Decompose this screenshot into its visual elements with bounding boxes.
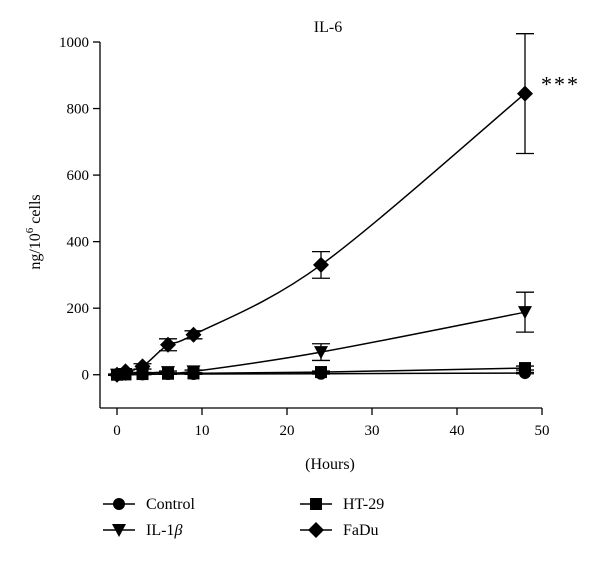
legend-item-control: Control xyxy=(103,496,195,513)
legend-label-fadu: FaDu xyxy=(343,522,379,539)
data-point-fadu xyxy=(185,326,202,343)
series-line-fadu xyxy=(116,92,526,376)
y-axis-label-prefix: ng/10 xyxy=(27,233,44,269)
y-tick-label: 400 xyxy=(67,235,90,251)
legend-label-il1b-prefix: IL-1 xyxy=(146,522,174,539)
data-point-il1b xyxy=(186,365,201,379)
legend-marker-circle xyxy=(113,498,125,510)
y-tick-label: 600 xyxy=(67,168,90,184)
legend-label-il1b-greek: β xyxy=(173,522,182,539)
data-point-fadu xyxy=(313,256,329,273)
legend-marker-square xyxy=(310,498,322,510)
legend-label-ht29: HT-29 xyxy=(343,496,384,513)
data-point-ht29 xyxy=(519,362,531,375)
data-point-il1b xyxy=(518,306,532,320)
axes: 0 200 400 600 800 1000 0 10 20 30 40 50 xyxy=(59,35,550,439)
x-tick-label: 10 xyxy=(195,423,210,439)
data-point-fadu xyxy=(160,336,176,353)
x-tick-label: 30 xyxy=(365,423,380,439)
y-tick-label: 0 xyxy=(82,368,90,384)
y-axis-label-suffix: cells xyxy=(27,194,44,227)
x-ticks: 0 10 20 30 40 50 xyxy=(113,408,550,439)
x-tick-label: 50 xyxy=(535,423,550,439)
series-layer xyxy=(108,33,534,383)
data-point-fadu xyxy=(517,85,533,102)
data-point-fadu xyxy=(117,363,134,380)
legend-label-il1b: IL-1β xyxy=(146,522,182,539)
y-ticks: 0 200 400 600 800 1000 xyxy=(59,35,100,384)
y-axis-label-superscript: 6 xyxy=(24,227,36,233)
significance-annotation: *** xyxy=(541,72,580,97)
series-fadu xyxy=(108,33,534,383)
x-axis-label: (Hours) xyxy=(305,456,355,473)
y-tick-label: 200 xyxy=(67,301,90,317)
legend-item-fadu: FaDu xyxy=(300,522,379,539)
legend-label-control: Control xyxy=(146,496,195,513)
legend-marker-diamond xyxy=(308,522,324,538)
chart-title: IL-6 xyxy=(314,19,342,36)
legend: Control HT-29 IL-1β FaDu xyxy=(103,496,384,539)
legend-item-il1b: IL-1β xyxy=(103,522,182,539)
y-tick-label: 800 xyxy=(67,102,90,118)
legend-item-ht29: HT-29 xyxy=(300,496,384,513)
legend-marker-triangle xyxy=(112,524,126,537)
y-axis-label: ng/106 cells xyxy=(24,194,44,269)
data-point-il1b xyxy=(161,366,175,380)
x-tick-label: 40 xyxy=(450,423,465,439)
data-point-il1b xyxy=(314,346,328,360)
data-point-ht29 xyxy=(315,366,327,379)
x-tick-label: 20 xyxy=(280,423,295,439)
y-tick-label: 1000 xyxy=(59,35,89,51)
x-tick-label: 0 xyxy=(113,423,121,439)
data-point-fadu xyxy=(134,358,151,375)
